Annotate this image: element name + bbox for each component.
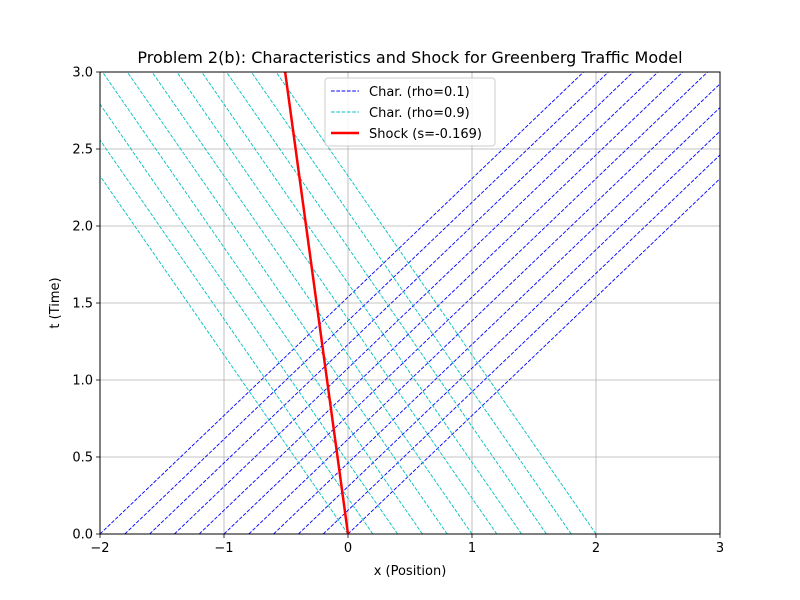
characteristic-line-rho-0-1 <box>174 72 659 534</box>
characteristic-line-rho-0-9 <box>100 103 398 534</box>
characteristic-line-rho-0-1 <box>124 72 609 534</box>
characteristic-line-rho-0-1 <box>248 83 720 534</box>
y-tick-label: 0.0 <box>72 528 93 543</box>
y-tick-label: 0.5 <box>72 451 93 466</box>
legend-label-char-rho-0-9: Char. (rho=0.9) <box>369 106 470 121</box>
chart-title: Problem 2(b): Characteristics and Shock … <box>137 48 682 67</box>
x-tick-label: 2 <box>592 541 600 556</box>
x-tick-label: 3 <box>716 541 724 556</box>
characteristic-line-rho-0-1 <box>347 177 720 534</box>
y-axis-label: t (Time) <box>48 277 63 328</box>
x-tick-label: 1 <box>468 541 476 556</box>
shock-line <box>283 72 350 534</box>
x-axis-label: x (Position) <box>374 564 447 579</box>
characteristic-line-rho-0-1 <box>273 106 720 534</box>
characteristic-line-rho-0-9 <box>100 175 349 534</box>
axis-ticks: −2 −1 0 1 2 3 0.0 0.5 1.0 1.5 2.0 2.5 3.0 <box>72 66 724 557</box>
characteristic-line-rho-0-1 <box>100 72 584 534</box>
legend-label-char-rho-0-1: Char. (rho=0.1) <box>369 85 470 100</box>
plot-lines <box>100 72 720 534</box>
characteristic-line-rho-0-9 <box>275 72 597 534</box>
characteristic-line-rho-0-9 <box>250 72 572 534</box>
characteristic-line-rho-0-9 <box>201 72 522 534</box>
y-tick-label: 2.0 <box>72 220 93 235</box>
characteristic-line-rho-0-1 <box>322 154 720 534</box>
grid <box>99 71 721 535</box>
y-tick-label: 3.0 <box>72 66 93 81</box>
x-tick-label: −1 <box>214 541 233 556</box>
characteristic-line-rho-0-1 <box>198 72 684 534</box>
characteristic-line-rho-0-9 <box>226 72 547 534</box>
y-tick-label: 1.5 <box>72 297 93 312</box>
x-tick-label: 0 <box>344 541 352 556</box>
characteristic-line-rho-0-1 <box>149 72 634 534</box>
characteristic-line-rho-0-9 <box>151 72 473 534</box>
characteristic-line-rho-0-9 <box>100 139 374 534</box>
y-tick-label: 1.0 <box>72 374 93 389</box>
legend-frame <box>324 77 496 147</box>
characteristic-line-rho-0-9 <box>126 72 448 534</box>
characteristic-line-rho-0-1 <box>223 72 708 534</box>
x-tick-label: −2 <box>90 541 109 556</box>
legend: Char. (rho=0.1) Char. (rho=0.9) Shock (s… <box>324 77 496 147</box>
legend-label-shock: Shock (s=-0.169) <box>369 127 482 142</box>
characteristic-line-rho-0-9 <box>102 72 423 534</box>
characteristic-line-rho-0-1 <box>298 130 720 534</box>
characteristic-line-rho-0-9 <box>176 72 498 534</box>
y-tick-label: 2.5 <box>72 143 93 158</box>
